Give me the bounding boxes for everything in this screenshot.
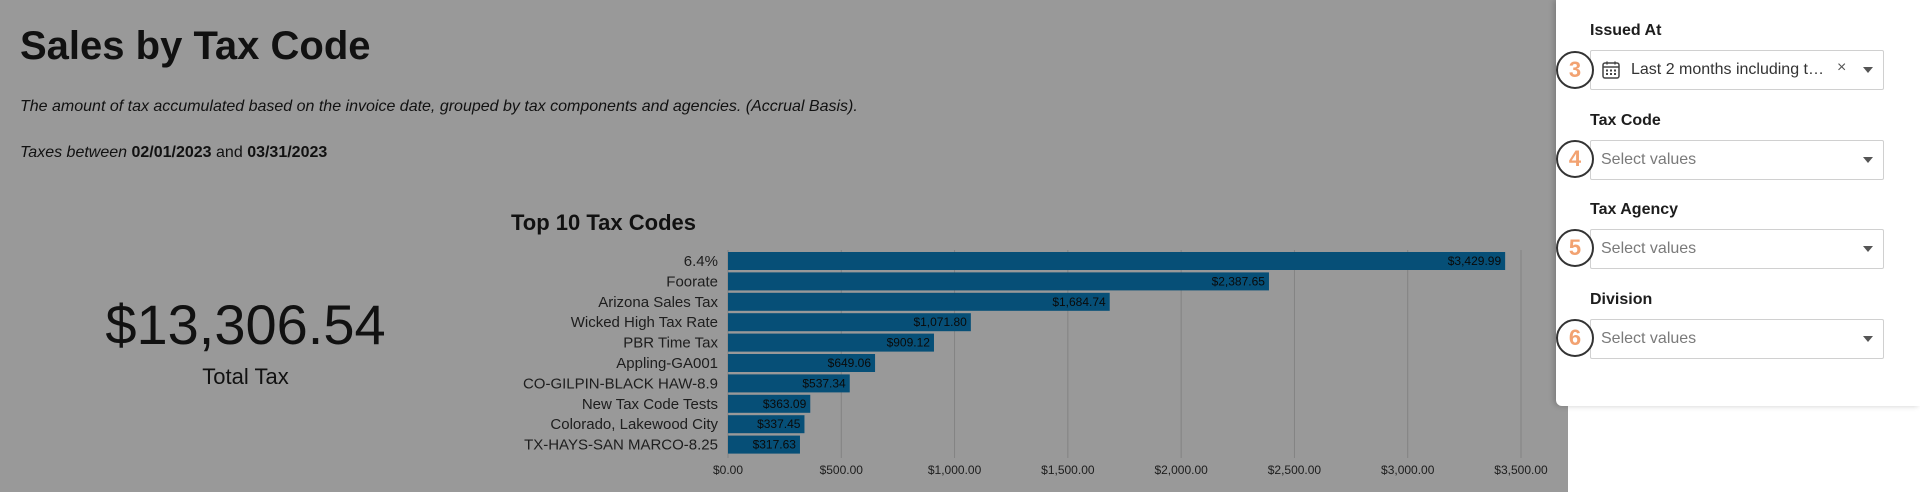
bar bbox=[728, 333, 934, 352]
chevron-down-icon[interactable] bbox=[1863, 67, 1873, 73]
chevron-down-icon[interactable] bbox=[1863, 157, 1873, 163]
chevron-down-icon[interactable] bbox=[1863, 246, 1873, 252]
category-label: PBR Time Tax bbox=[623, 335, 718, 352]
total-tax-label: Total Tax bbox=[202, 364, 289, 389]
range-end: 03/31/2023 bbox=[247, 144, 328, 161]
page-title: Sales by Tax Code bbox=[20, 24, 371, 68]
issued-at-value: Last 2 months including t… bbox=[1631, 61, 1824, 78]
total-tax-value: $13,306.54 bbox=[105, 293, 386, 356]
division-placeholder: Select values bbox=[1601, 330, 1697, 347]
x-tick-label: $2,500.00 bbox=[1268, 463, 1322, 477]
bar bbox=[728, 394, 811, 413]
date-range-text: Taxes between 02/01/2023 and 03/31/2023 bbox=[20, 144, 327, 162]
filter-label-division: Division bbox=[1590, 291, 1653, 308]
step-badge-3: 3 bbox=[1556, 51, 1594, 89]
step-badge-4: 4 bbox=[1556, 140, 1594, 178]
modal-backdrop[interactable] bbox=[0, 0, 1568, 492]
bar bbox=[728, 292, 1110, 311]
category-label: Arizona Sales Tax bbox=[598, 294, 718, 311]
filter-label-issued-at: Issued At bbox=[1590, 22, 1662, 39]
chart-title: Top 10 Tax Codes bbox=[511, 210, 697, 235]
x-tick-label: $3,000.00 bbox=[1381, 463, 1435, 477]
data-label: $317.63 bbox=[753, 438, 797, 452]
data-label: $363.09 bbox=[763, 397, 807, 411]
tax-agency-placeholder: Select values bbox=[1601, 240, 1697, 257]
category-label: Appling-GA001 bbox=[616, 355, 718, 372]
bar bbox=[728, 374, 850, 393]
data-label: $3,429.99 bbox=[1448, 254, 1502, 268]
page-description: The amount of tax accumulated based on t… bbox=[20, 98, 858, 115]
total-tax-card bbox=[20, 184, 471, 494]
division-select[interactable]: Select values bbox=[1590, 319, 1884, 359]
clear-icon[interactable]: × bbox=[1837, 59, 1847, 76]
bar bbox=[728, 313, 971, 332]
tax-code-placeholder: Select values bbox=[1601, 151, 1697, 168]
top-tax-codes-chart: $0.00 $500.00 $1,000.00 $1,500.00 $2,000.00 $… bbox=[523, 250, 1548, 477]
range-and: and bbox=[216, 144, 243, 161]
x-tick-label: $1,500.00 bbox=[1041, 463, 1095, 477]
bar bbox=[728, 354, 876, 372]
bar bbox=[728, 415, 805, 434]
data-label: $337.45 bbox=[757, 417, 801, 431]
data-label: $649.06 bbox=[828, 356, 872, 370]
data-label: $537.34 bbox=[802, 376, 846, 390]
step-badge-5: 5 bbox=[1556, 229, 1594, 267]
range-prefix: Taxes between bbox=[20, 144, 128, 161]
x-tick-label: $500.00 bbox=[820, 463, 864, 477]
filter-label-tax-code: Tax Code bbox=[1590, 112, 1661, 129]
tax-code-select[interactable]: Select values bbox=[1590, 140, 1884, 180]
x-tick-label: $0.00 bbox=[713, 463, 743, 477]
issued-at-select[interactable]: Last 2 months including t… × bbox=[1590, 50, 1884, 90]
tax-agency-select[interactable]: Select values bbox=[1590, 229, 1884, 269]
category-label: CO-GILPIN-BLACK HAW-8.9 bbox=[523, 375, 718, 392]
range-start: 02/01/2023 bbox=[131, 144, 212, 161]
data-label: $909.12 bbox=[887, 336, 931, 350]
category-label: Colorado, Lakewood City bbox=[550, 416, 718, 433]
calendar-icon bbox=[1602, 61, 1620, 79]
bar bbox=[728, 252, 1506, 270]
top-tax-codes-card bbox=[491, 184, 1567, 494]
category-label: TX-HAYS-SAN MARCO-8.25 bbox=[524, 437, 718, 454]
data-label: $1,684.74 bbox=[1052, 295, 1106, 309]
category-label: 6.4% bbox=[684, 253, 718, 270]
bar bbox=[728, 272, 1269, 291]
x-tick-label: $1,000.00 bbox=[928, 463, 982, 477]
step-badge-6: 6 bbox=[1556, 319, 1594, 357]
data-label: $2,387.65 bbox=[1212, 274, 1266, 288]
chevron-down-icon[interactable] bbox=[1863, 336, 1873, 342]
bar bbox=[728, 435, 800, 454]
category-label: Wicked High Tax Rate bbox=[571, 314, 718, 331]
filter-label-tax-agency: Tax Agency bbox=[1590, 201, 1679, 218]
data-label: $1,071.80 bbox=[913, 315, 967, 329]
category-label: Foorate bbox=[666, 273, 718, 290]
category-label: New Tax Code Tests bbox=[582, 396, 718, 413]
x-tick-label: $3,500.00 bbox=[1494, 463, 1548, 477]
x-tick-label: $2,000.00 bbox=[1154, 463, 1208, 477]
